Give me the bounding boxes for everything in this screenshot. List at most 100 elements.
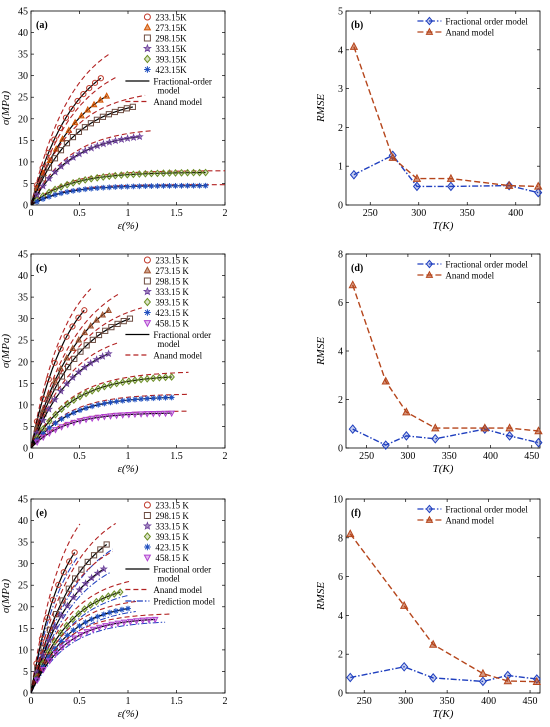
legend-marker [143, 34, 151, 42]
y-tick-label: 5 [23, 667, 28, 678]
data-point [46, 193, 52, 200]
data-point [65, 363, 72, 371]
data-point [105, 306, 113, 313]
data-point [119, 378, 126, 387]
data-point [95, 401, 102, 408]
data-point [75, 314, 82, 321]
legend-label: 333.15 K [155, 287, 189, 297]
data-point [105, 137, 114, 146]
data-point [190, 168, 197, 177]
data-point [46, 417, 53, 426]
data-point [81, 124, 89, 131]
panel-label: (d) [351, 263, 363, 274]
data-point [534, 426, 543, 435]
x-tick-label: 250 [359, 451, 374, 462]
y-tick-label: 5 [338, 7, 343, 18]
data-point [69, 153, 78, 161]
y-axis-label: σ(MPa) [0, 579, 12, 613]
legend-marker [425, 515, 434, 523]
y-tick-label: 4 [338, 45, 343, 56]
data-point [66, 558, 73, 565]
legend-marker [425, 16, 434, 26]
y-tick-label: 10 [333, 495, 343, 506]
data-point [124, 170, 131, 179]
fractional-curve [31, 318, 131, 448]
legend-label: 233.15 K [155, 256, 189, 266]
legend-label: 458.15 K [155, 553, 189, 563]
data-point [57, 182, 65, 191]
data-point [70, 419, 78, 427]
legend-label: Anand model [153, 585, 202, 595]
series-line [350, 666, 537, 683]
data-point [52, 410, 59, 419]
data-point [70, 627, 77, 634]
data-point [71, 355, 78, 362]
axes-frame [345, 253, 541, 449]
data-point [58, 373, 66, 380]
data-point [75, 585, 84, 594]
data-point [93, 141, 102, 150]
x-tick-label: 0.5 [73, 208, 86, 219]
data-point [101, 382, 108, 391]
data-point [118, 183, 125, 190]
data-point [346, 672, 355, 683]
data-point [349, 169, 358, 180]
data-point [126, 618, 134, 626]
data-point [81, 146, 90, 155]
data-point [402, 431, 411, 441]
legend-label: 233.15 K [155, 501, 189, 511]
series-line [353, 46, 539, 188]
data-point [88, 386, 96, 395]
data-point [129, 133, 138, 141]
data-point [136, 170, 143, 178]
data-point [58, 416, 65, 422]
y-tick-label: 10 [18, 157, 28, 168]
legend-marker [143, 256, 151, 264]
data-point [97, 546, 104, 553]
anand-curve [31, 522, 117, 693]
y-tick-label: 20 [18, 357, 28, 368]
series-line [352, 428, 539, 446]
data-point [349, 41, 359, 50]
y-tick-label: 35 [18, 293, 28, 304]
data-point [94, 414, 102, 422]
legend-label: Fractional-order [153, 77, 211, 87]
data-point [89, 626, 97, 634]
y-tick-label: 35 [18, 50, 28, 61]
legend-marker [143, 532, 152, 541]
data-point [81, 307, 88, 314]
data-point [505, 431, 514, 441]
prediction-curve [31, 548, 113, 693]
y-tick-label: 30 [18, 314, 28, 325]
fractional-curve [31, 591, 121, 693]
data-point [154, 183, 161, 189]
data-point [431, 433, 440, 444]
data-point [94, 613, 101, 620]
data-point [72, 575, 79, 582]
data-point [88, 616, 95, 623]
data-point [532, 676, 542, 685]
data-point [63, 333, 70, 340]
data-point [196, 168, 203, 177]
y-axis-label: RMSE [315, 582, 327, 611]
x-tick-label: 300 [411, 208, 426, 219]
y-tick-label: 0 [338, 444, 343, 455]
x-tick-label: 400 [481, 696, 496, 707]
data-point [69, 133, 77, 141]
data-point [381, 376, 390, 385]
x-tick-label: 400 [483, 451, 498, 462]
data-point [57, 162, 66, 170]
data-point [348, 424, 357, 434]
data-point [107, 399, 114, 406]
data-point [400, 661, 409, 672]
prediction-curve [31, 595, 128, 693]
data-point [114, 320, 121, 328]
data-point [68, 105, 75, 112]
panel-b: 250 300 350 400 0 1 2 3 4 5 T(K) RMSE (b) Fractional … [315, 7, 543, 232]
y-tick-label: 45 [18, 495, 28, 506]
x-tick-label: 1 [126, 696, 131, 707]
x-tick-label: 250 [363, 208, 378, 219]
data-point [80, 91, 87, 98]
data-point [138, 396, 144, 402]
